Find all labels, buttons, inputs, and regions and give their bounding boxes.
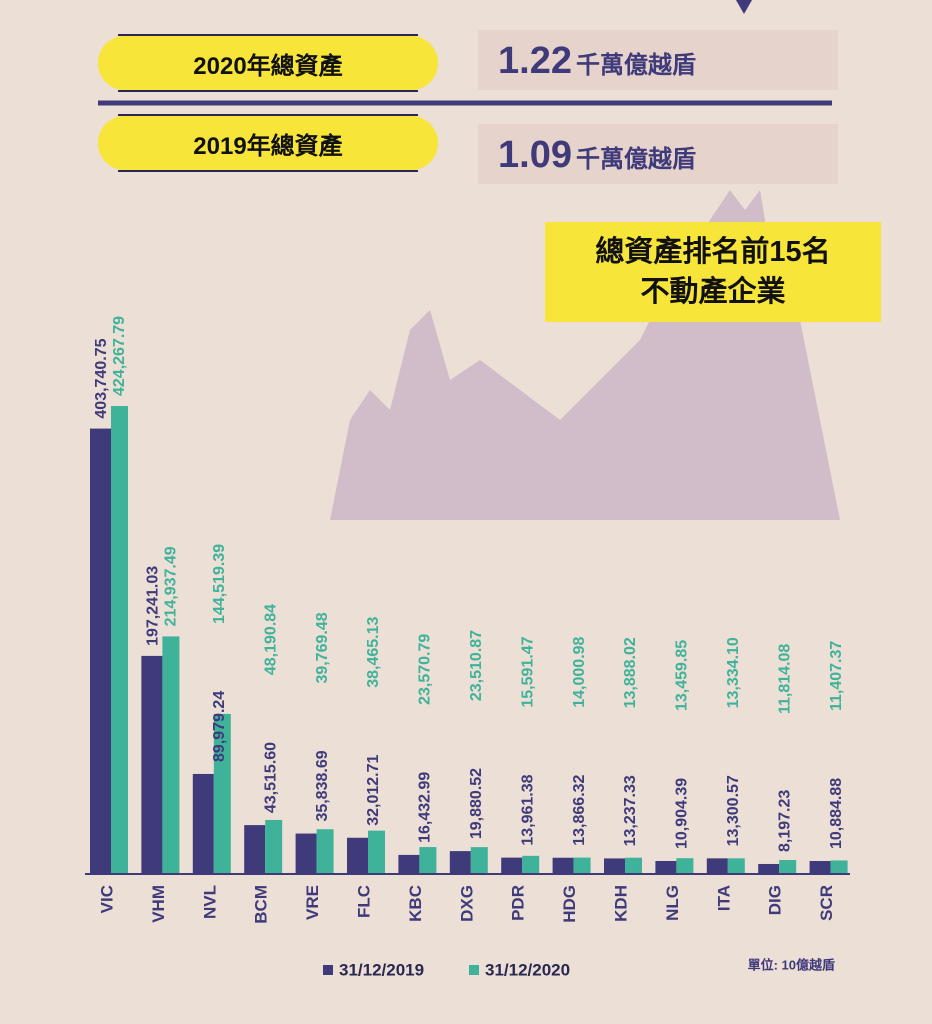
value-unit: 千萬億越盾 — [575, 146, 696, 173]
value-label: 38,465.13 — [365, 616, 382, 687]
legend-swatch — [469, 965, 479, 975]
legend-label: 31/12/2020 — [485, 960, 570, 979]
bar — [573, 857, 591, 873]
bar — [347, 837, 368, 873]
value-label: 23,510.87 — [468, 630, 485, 701]
value-label: 13,300.57 — [725, 775, 742, 846]
bar — [470, 847, 488, 873]
bar — [779, 859, 797, 873]
value-label: 13,961.38 — [519, 774, 536, 845]
value-label: 16,432.99 — [417, 772, 434, 843]
bar — [213, 713, 231, 873]
bar — [758, 863, 780, 873]
value-label: 197,241.03 — [145, 566, 162, 646]
bar — [368, 830, 385, 873]
value-2019: 1.09 千萬億越盾 — [478, 124, 838, 184]
value-label: 19,880.52 — [468, 768, 485, 839]
value-label: 11,407.37 — [828, 641, 845, 711]
value-label: 89,979.24 — [211, 691, 228, 762]
x-tick-label: KBC — [406, 885, 425, 922]
value-label: 35,838.69 — [314, 750, 331, 821]
x-tick-label: ITA — [714, 885, 733, 911]
year-2019-label: 2019年總資產 — [98, 114, 438, 172]
bar — [552, 857, 574, 873]
x-tick-label: PDR — [509, 885, 528, 921]
value-label: 424,267.79 — [111, 316, 128, 396]
value-label: 8,197.23 — [776, 790, 793, 852]
value-label: 48,190.84 — [262, 604, 279, 675]
x-tick-label: SCR — [817, 885, 836, 921]
x-tick-label: NLG — [663, 885, 682, 921]
value-label: 13,459.85 — [674, 640, 691, 711]
value-label: 15,591.47 — [519, 636, 536, 707]
value-label: 214,937.49 — [163, 546, 180, 626]
x-tick-label: FLC — [354, 885, 373, 918]
value-label: 10,884.88 — [828, 778, 845, 849]
decor-arrow — [736, 0, 752, 14]
bar — [522, 855, 540, 873]
x-tick-label: HDG — [560, 885, 579, 923]
bar — [655, 860, 677, 873]
value-2020: 1.22 千萬億越盾 — [478, 30, 838, 90]
value-label: 10,904.39 — [674, 778, 691, 849]
chart-title: 總資產排名前15名 不動產企業 — [545, 222, 881, 322]
value-label: 13,334.10 — [725, 637, 742, 708]
bar — [625, 857, 642, 873]
bar — [727, 858, 745, 873]
bar — [809, 861, 831, 873]
bar — [244, 825, 266, 873]
bar — [141, 655, 163, 873]
bar — [111, 406, 128, 873]
x-tick-label: KDH — [611, 885, 630, 922]
value-label: 144,519.39 — [211, 544, 228, 624]
bar — [192, 773, 214, 873]
bar — [419, 847, 437, 873]
value-label: 23,570.79 — [417, 634, 434, 705]
unit-note: 單位: 10億越盾 — [748, 957, 835, 972]
value-label: 14,000.98 — [571, 636, 588, 707]
value-label: 11,814.08 — [776, 644, 793, 714]
title-line: 總資產排名前15名 — [595, 236, 831, 268]
bar — [398, 854, 420, 873]
bar — [162, 636, 180, 873]
value-unit: 千萬億越盾 — [575, 52, 696, 79]
value-label: 403,740.75 — [93, 338, 110, 418]
value-number: 1.22 — [498, 40, 572, 82]
x-tick-label: DXG — [457, 885, 476, 922]
bar — [90, 428, 111, 873]
year-2020-label: 2020年總資產 — [98, 34, 438, 92]
bar — [316, 829, 334, 873]
x-tick-label: BCM — [252, 885, 271, 924]
bar — [830, 860, 848, 873]
value-label: 39,769.48 — [314, 612, 331, 683]
value-label: 43,515.60 — [262, 742, 279, 813]
x-tick-label: VIC — [97, 885, 116, 913]
subtitle-line: 不動產企業 — [640, 276, 786, 308]
bar — [295, 833, 317, 873]
x-tick-label: NVL — [200, 885, 219, 919]
bar — [265, 819, 283, 873]
x-tick-label: VRE — [303, 885, 322, 920]
legend-label: 31/12/2019 — [339, 960, 424, 979]
value-label: 32,012.71 — [365, 754, 382, 825]
bar — [449, 851, 471, 873]
value-label: 13,888.02 — [622, 637, 639, 708]
value-number: 1.09 — [498, 134, 572, 176]
legend-swatch — [323, 965, 333, 975]
bar — [604, 858, 625, 873]
value-label: 13,866.32 — [571, 774, 588, 845]
bar — [676, 858, 694, 873]
x-tick-label: VHM — [149, 885, 168, 923]
bar — [706, 858, 728, 873]
bar — [501, 857, 523, 873]
value-label: 13,237.33 — [622, 775, 639, 846]
x-tick-label: DIG — [766, 885, 785, 915]
